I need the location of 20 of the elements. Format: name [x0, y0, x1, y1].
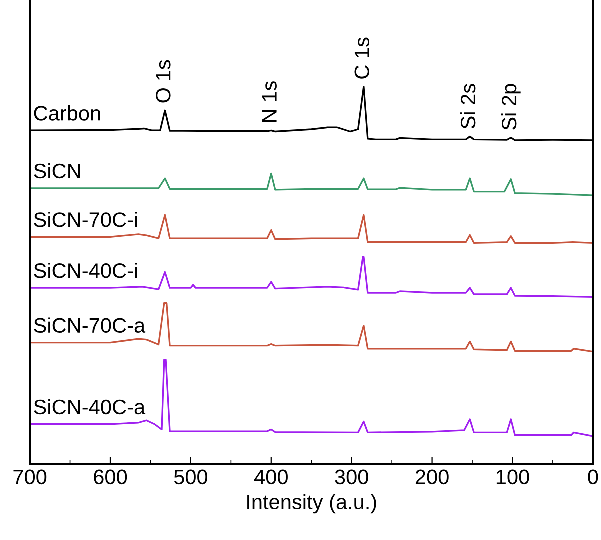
x-tick-label: 100 — [496, 470, 530, 485]
series-label: SiCN-70C-a — [34, 318, 146, 334]
x-tick-label: 700 — [14, 470, 47, 485]
annotation: C 1s — [354, 38, 370, 79]
x-tick-label: 600 — [94, 470, 128, 485]
annotation: Si 2p — [501, 84, 521, 130]
x-tick-label: 200 — [416, 470, 449, 485]
series-label: SiCN — [34, 163, 80, 179]
series-label: SiCN-40C-a — [34, 399, 146, 415]
series-label: SiCN-40C-i — [34, 262, 138, 278]
x-tick-label: 0 — [588, 470, 598, 485]
x-tick-label: 300 — [335, 470, 368, 485]
annotation: O 1s — [156, 60, 171, 103]
annotation: N 1s — [262, 82, 277, 122]
series-label: Carbon — [34, 106, 100, 121]
x-tick-label: 400 — [254, 470, 288, 485]
x-tick-label: 500 — [174, 470, 208, 485]
x-axis-title: Intensity (a.u.) — [248, 494, 376, 514]
annotation: Si 2s — [460, 84, 476, 129]
series-label: SiCN-70C-i — [34, 212, 138, 228]
